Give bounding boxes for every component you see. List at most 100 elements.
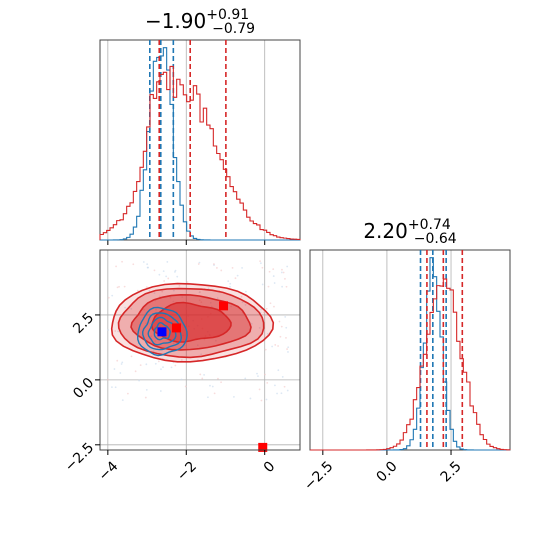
blue-contour <box>136 306 188 357</box>
sample-point <box>213 392 216 395</box>
sample-point <box>229 282 232 285</box>
sample-point <box>266 333 269 335</box>
sample-point <box>149 322 152 325</box>
x-tick-label: 2.5 <box>438 458 465 485</box>
sample-point <box>263 311 265 314</box>
sample-point <box>145 286 148 289</box>
sample-point <box>282 271 285 274</box>
sample-point <box>210 305 213 308</box>
sample-point <box>250 322 253 325</box>
sample-point <box>117 330 120 333</box>
sample-point <box>230 305 233 308</box>
red-histogram <box>99 65 301 240</box>
sample-point <box>158 273 161 276</box>
sample-point <box>267 285 270 288</box>
sample-point <box>201 377 204 380</box>
sample-point <box>144 396 147 399</box>
sample-point <box>172 342 175 345</box>
panel-title: 2.20+0.74 −0.64 <box>363 217 456 247</box>
sample-point <box>114 330 117 332</box>
sample-point <box>258 326 261 329</box>
sample-point <box>132 263 135 266</box>
sample-point <box>161 290 164 293</box>
red-marker <box>258 442 268 452</box>
sample-point <box>130 355 133 358</box>
sample-point <box>196 344 199 347</box>
sample-point <box>170 366 173 369</box>
sample-point <box>260 399 263 402</box>
sample-point <box>111 386 113 389</box>
sample-point <box>265 307 268 310</box>
sample-point <box>236 274 239 277</box>
sample-point <box>257 375 259 377</box>
blue-histogram <box>100 47 300 241</box>
sample-point <box>119 372 122 374</box>
joint-contour-panel: −4 −2 0 −2.5 0.0 2.5 <box>62 249 301 484</box>
sample-point <box>113 368 116 370</box>
sample-point <box>272 275 275 277</box>
y-tick-label: 2.5 <box>70 310 97 337</box>
sample-point <box>227 280 230 283</box>
sample-point <box>244 303 247 306</box>
sample-point <box>146 266 149 269</box>
sample-point <box>115 265 117 268</box>
sample-point <box>127 392 129 395</box>
sample-point <box>121 361 124 364</box>
sample-point <box>169 296 172 299</box>
axes-frame <box>99 39 301 241</box>
sample-point <box>214 339 217 342</box>
sample-point <box>285 285 288 288</box>
sample-point <box>148 290 151 292</box>
sample-point <box>118 285 120 288</box>
sample-point <box>241 267 243 269</box>
sample-point <box>153 269 156 272</box>
y-tick-label: 0.0 <box>70 375 97 402</box>
sample-point <box>220 269 223 272</box>
sample-point <box>264 348 267 351</box>
sample-point <box>277 345 279 347</box>
sample-point <box>153 292 156 295</box>
sample-point <box>274 344 277 346</box>
sample-point <box>198 299 201 302</box>
sample-point <box>284 316 287 318</box>
sample-point <box>207 396 209 399</box>
sample-point <box>180 378 183 381</box>
sample-point <box>154 340 157 342</box>
sample-point <box>121 260 123 263</box>
sample-point <box>287 346 290 349</box>
sample-point <box>279 335 282 338</box>
sample-point <box>162 270 165 273</box>
sample-point <box>217 377 219 380</box>
sample-point <box>264 373 266 376</box>
sample-point <box>186 281 189 284</box>
sample-point <box>261 283 264 286</box>
sample-point <box>244 377 247 380</box>
sample-point <box>120 363 123 365</box>
sample-point <box>216 297 219 299</box>
sample-point <box>259 262 262 265</box>
sample-point <box>134 370 137 373</box>
sample-point <box>287 351 289 353</box>
sample-point <box>244 290 247 293</box>
sample-point <box>197 263 200 265</box>
sample-point <box>209 384 211 387</box>
sample-point <box>231 266 234 269</box>
sample-point <box>142 261 145 263</box>
sample-point <box>139 364 142 367</box>
sample-point <box>220 381 222 384</box>
sample-point <box>259 260 262 262</box>
blue-contour <box>141 312 183 351</box>
sample-point <box>107 296 110 299</box>
sample-point <box>121 399 124 401</box>
sample-point <box>174 271 176 273</box>
sample-point <box>163 280 166 282</box>
sample-point <box>241 301 244 304</box>
sample-point <box>256 372 258 375</box>
sample-point <box>265 398 268 401</box>
x-tick-label: 0 <box>261 458 279 476</box>
sample-point <box>284 277 286 280</box>
param1-histogram-panel: −1.90+0.91 −0.79 <box>99 7 301 245</box>
sample-point <box>261 266 264 269</box>
axes-frame <box>309 249 511 451</box>
sample-point <box>143 308 145 311</box>
